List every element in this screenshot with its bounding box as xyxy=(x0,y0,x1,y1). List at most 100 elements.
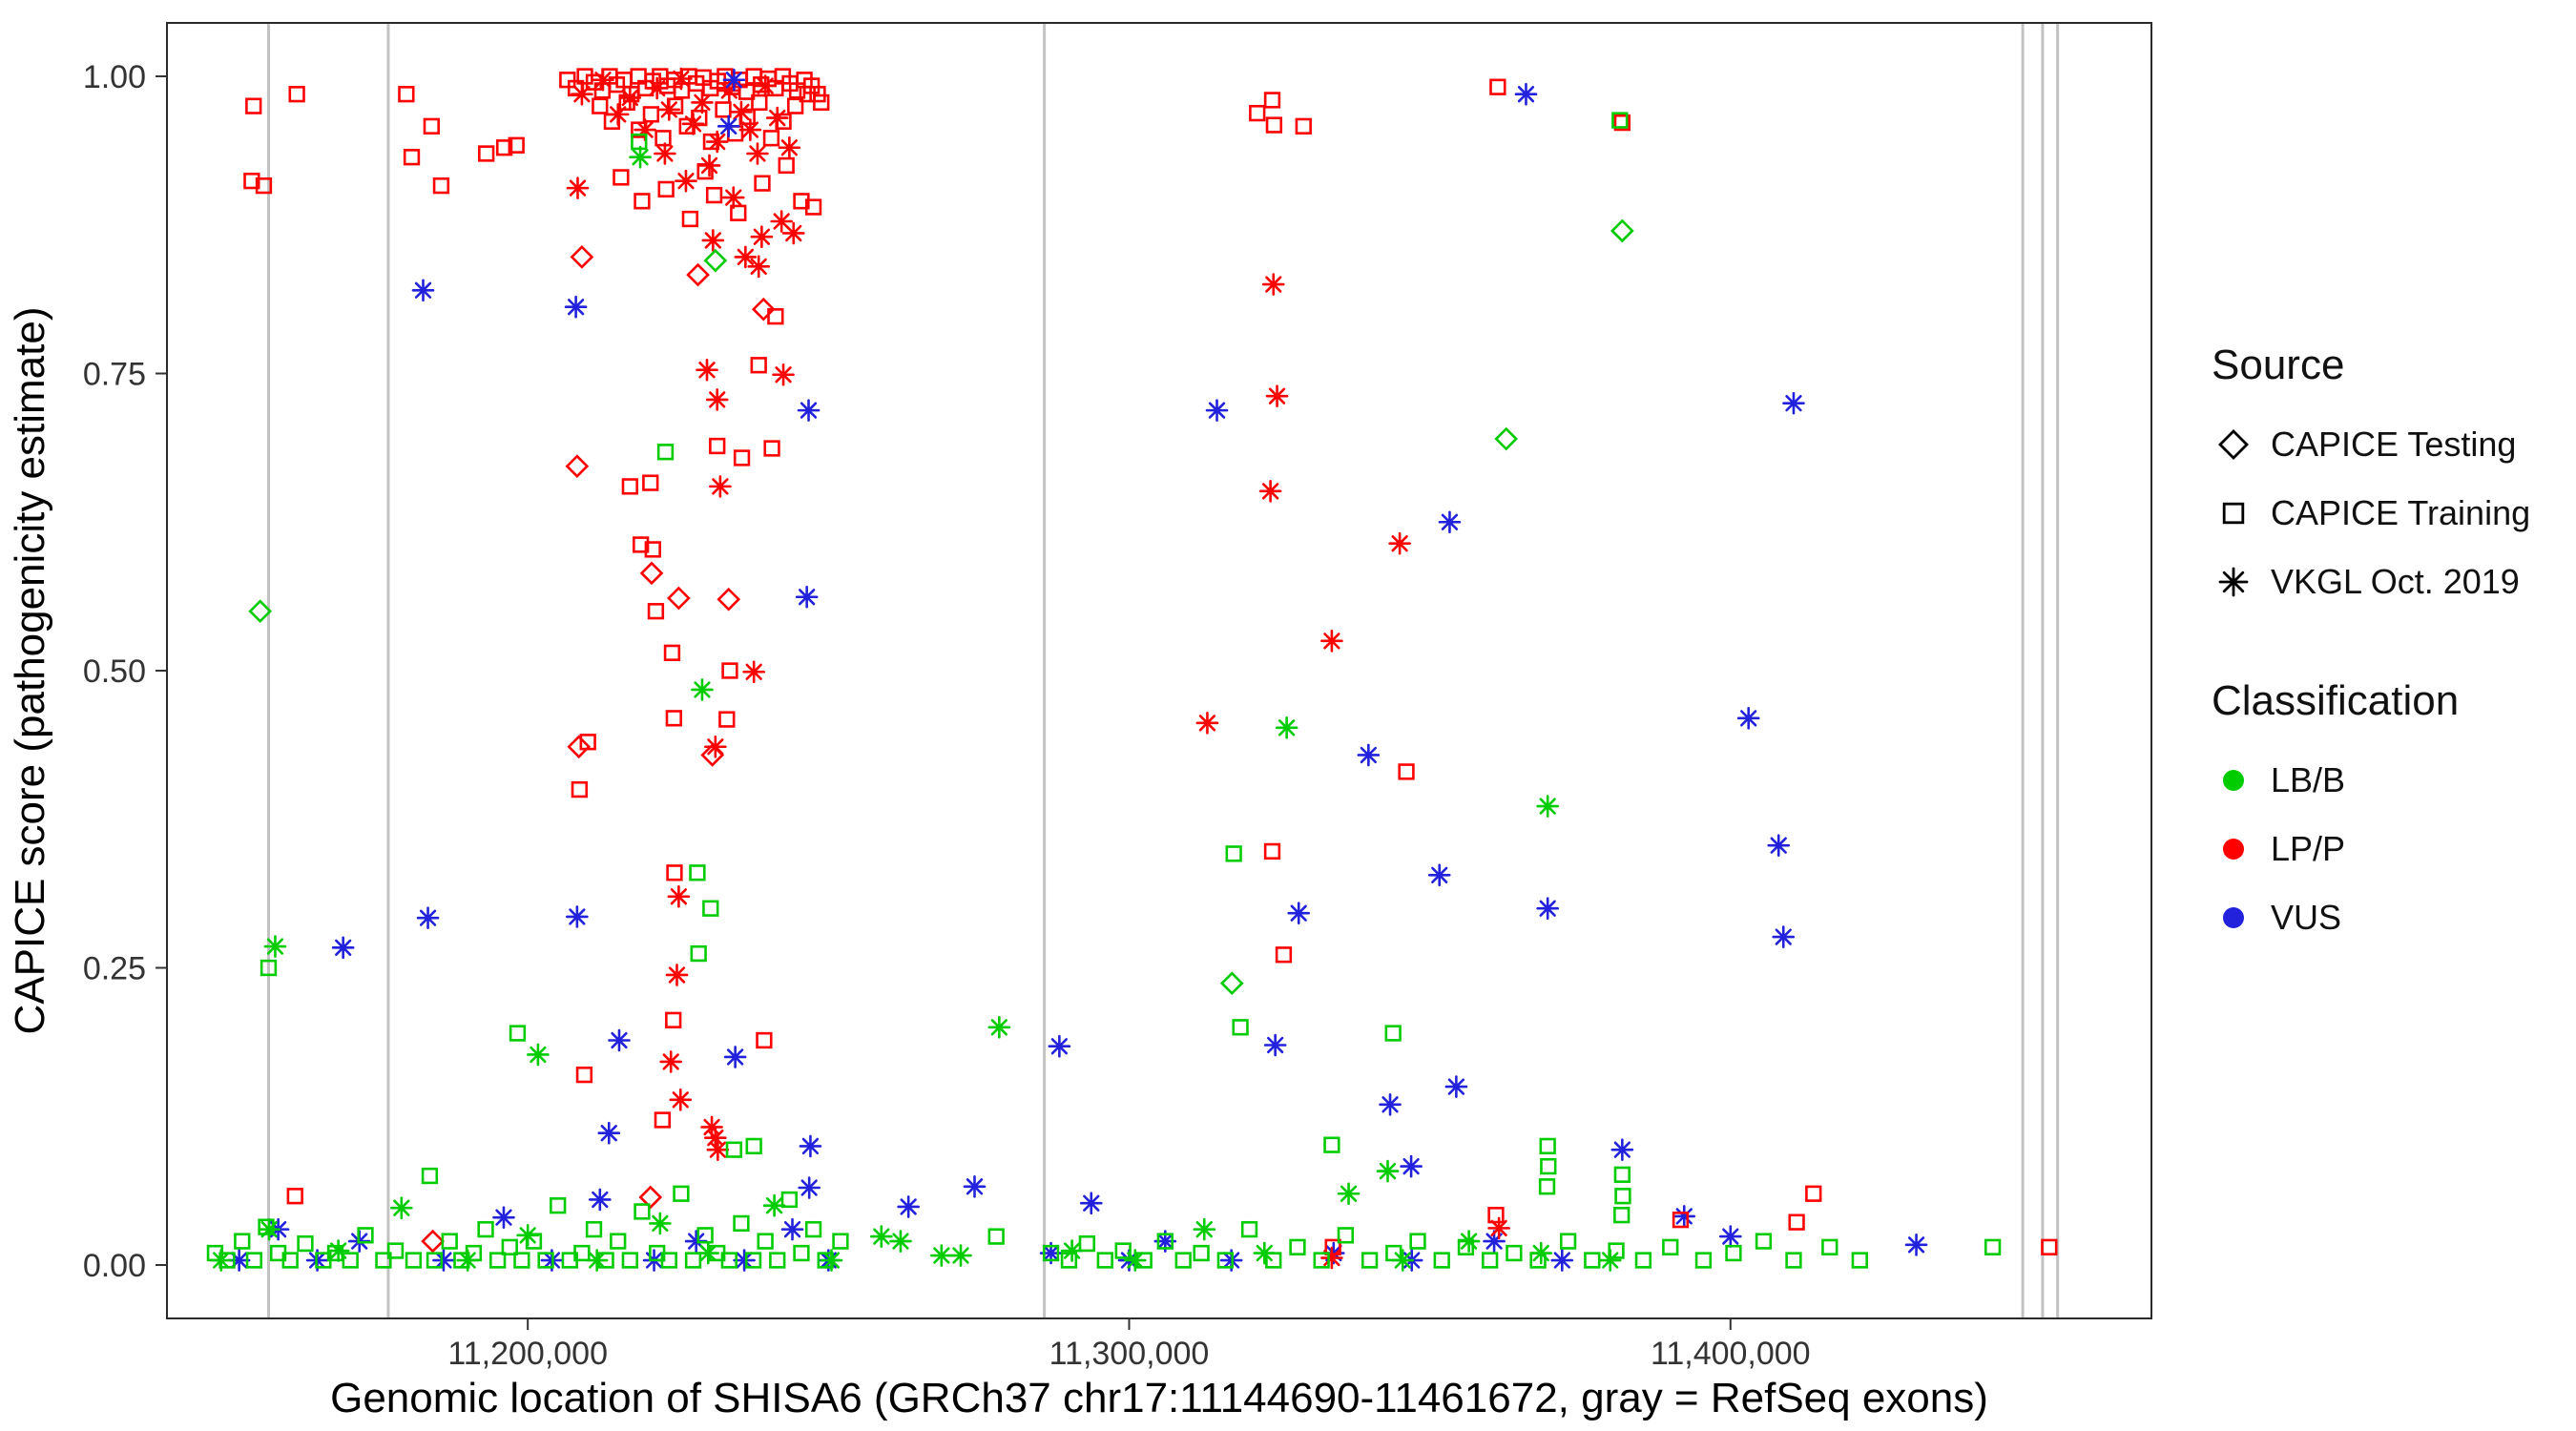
legend-source-title: Source xyxy=(2212,342,2345,388)
data-point-square xyxy=(750,357,767,374)
data-point-square xyxy=(537,1252,554,1269)
data-point-square xyxy=(745,1137,762,1155)
data-point-square xyxy=(297,1234,314,1253)
data-point-asterisk xyxy=(1193,1217,1216,1241)
data-point-square xyxy=(1662,1238,1679,1255)
data-point-square xyxy=(660,1252,677,1269)
data-point-asterisk xyxy=(1400,1154,1423,1178)
data-point-square xyxy=(673,1185,690,1202)
data-point-square xyxy=(832,1233,849,1250)
data-point-square xyxy=(642,474,659,491)
data-point-asterisk xyxy=(696,358,718,382)
data-point-asterisk xyxy=(492,1206,515,1229)
data-point-asterisk xyxy=(649,1212,672,1235)
data-point-asterisk xyxy=(765,106,789,130)
data-point-square xyxy=(725,1141,743,1158)
data-point-square xyxy=(375,1252,392,1269)
data-point-asterisk xyxy=(675,169,697,193)
data-point-square xyxy=(647,603,665,620)
data-point-asterisk xyxy=(1391,1249,1415,1272)
data-point-asterisk xyxy=(704,735,727,758)
data-point-diamond xyxy=(2218,429,2249,460)
data-point-asterisk xyxy=(1438,510,1462,534)
data-point-square xyxy=(1613,1166,1631,1183)
data-point-asterisk xyxy=(390,1196,413,1219)
data-point-square xyxy=(1788,1213,1805,1231)
data-point-asterisk xyxy=(734,245,758,269)
data-point-square xyxy=(654,1111,672,1129)
data-point-square xyxy=(1433,1252,1450,1269)
data-point-square xyxy=(621,1252,638,1269)
data-point-square xyxy=(689,864,706,881)
data-point-square xyxy=(1540,1157,1557,1175)
data-point-square xyxy=(1755,1233,1773,1250)
data-point-asterisk xyxy=(709,475,732,498)
data-point-asterisk xyxy=(722,68,746,92)
data-point-square xyxy=(634,1203,651,1220)
legend-item-capice-training: CAPICE Training xyxy=(2212,479,2566,548)
data-point-square xyxy=(1114,1242,1132,1259)
legend-item-label: LB/B xyxy=(2271,760,2346,799)
data-point-square xyxy=(757,1233,774,1250)
data-point-square xyxy=(610,1233,627,1250)
panel-border xyxy=(166,22,2152,1319)
data-point-asterisk xyxy=(1772,925,1796,948)
data-point-asterisk xyxy=(1487,1216,1510,1240)
x-axis-title: Genomic location of SHISA6 (GRCh37 chr17… xyxy=(330,1375,1988,1421)
data-point-asterisk xyxy=(1767,834,1791,857)
data-point-asterisk xyxy=(1536,795,1559,818)
data-point-square xyxy=(1313,1252,1330,1269)
data-point-square xyxy=(1337,1227,1355,1244)
data-point-square xyxy=(733,449,751,467)
data-point-square xyxy=(721,662,738,679)
data-point-square xyxy=(769,1252,786,1269)
data-point-asterisk xyxy=(691,678,714,701)
data-point-square xyxy=(386,1242,405,1259)
data-point-square xyxy=(357,1227,374,1244)
data-point-asterisk xyxy=(1672,1205,1696,1228)
data-point-diamond xyxy=(717,587,741,612)
data-point-asterisk xyxy=(795,585,819,609)
data-point-asterisk xyxy=(1457,1230,1481,1253)
data-point-square xyxy=(398,86,415,103)
data-point-asterisk xyxy=(645,76,669,100)
y-axis-title: CAPICE score (pathogenicity estimate) xyxy=(7,307,53,1035)
data-point-asterisk xyxy=(2218,567,2249,597)
data-point-asterisk xyxy=(1195,712,1219,735)
legend-dot xyxy=(2223,839,2244,860)
data-point-asterisk xyxy=(629,145,652,169)
data-point-square xyxy=(513,1252,530,1269)
data-point-square xyxy=(813,93,830,112)
data-point-asterisk xyxy=(701,229,725,252)
data-point-diamond xyxy=(1219,971,1244,996)
data-point-asterisk xyxy=(754,74,777,97)
data-point-asterisk xyxy=(1598,1249,1622,1272)
data-point-asterisk xyxy=(1265,384,1289,407)
data-point-square xyxy=(733,1214,750,1233)
data-point-square xyxy=(243,172,260,190)
legend-item-capice-testing: CAPICE Testing xyxy=(2212,410,2566,479)
data-point-asterisk xyxy=(566,176,590,199)
data-point-square xyxy=(720,1252,737,1269)
data-point-asterisk xyxy=(1079,1192,1103,1215)
data-point-asterisk xyxy=(1444,1075,1468,1098)
data-point-asterisk xyxy=(1904,1234,1928,1256)
data-point-diamond xyxy=(686,262,710,287)
data-point-asterisk xyxy=(746,142,769,165)
legend-item-vus: VUS xyxy=(2212,883,2566,952)
data-point-square xyxy=(1611,112,1629,129)
data-point-asterisk xyxy=(608,1028,631,1052)
data-point-asterisk xyxy=(589,1188,612,1212)
legend-dot xyxy=(2223,907,2244,928)
legend-item-label: VKGL Oct. 2019 xyxy=(2271,562,2520,601)
data-point-asterisk xyxy=(772,363,795,386)
data-point-square xyxy=(1096,1252,1113,1269)
data-point-asterisk xyxy=(987,1016,1011,1039)
data-point-square xyxy=(744,1252,762,1269)
data-point-asterisk xyxy=(778,135,801,159)
data-point-square xyxy=(690,944,707,963)
data-point-asterisk xyxy=(949,1244,972,1267)
data-point-asterisk xyxy=(669,1089,693,1111)
data-point-asterisk xyxy=(566,905,589,928)
data-point-asterisk xyxy=(797,399,821,422)
